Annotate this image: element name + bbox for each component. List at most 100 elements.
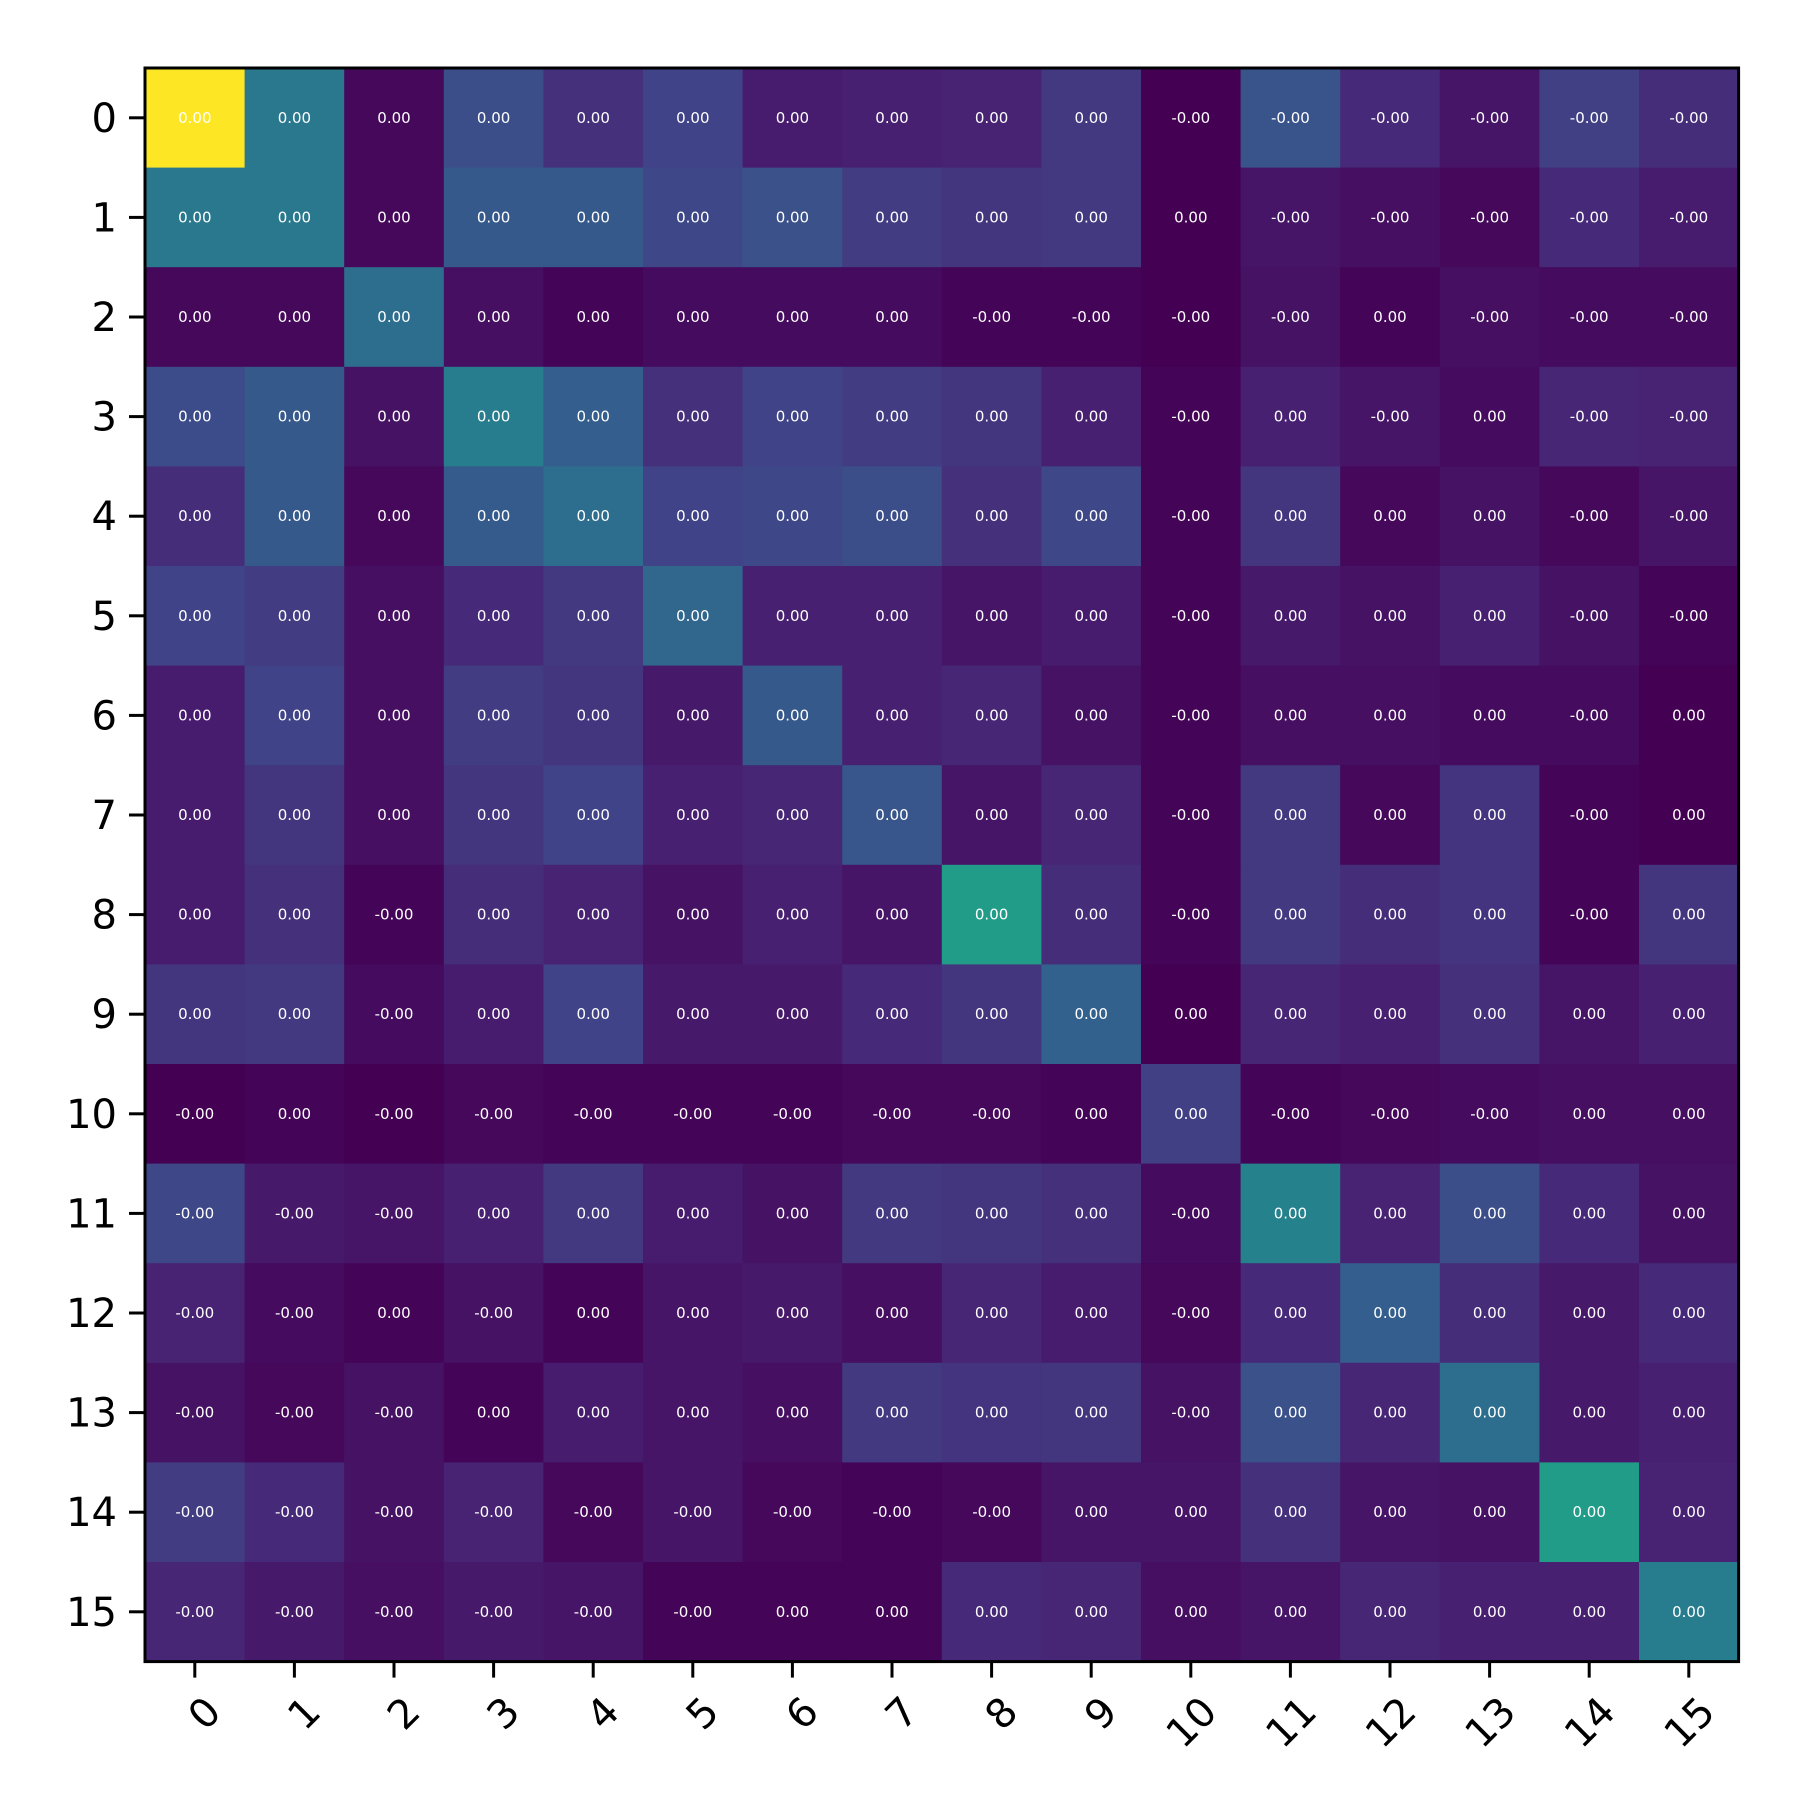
cell-value-label: 0.00	[1274, 806, 1307, 824]
heatmap-cell-7-2	[344, 765, 445, 866]
cell-value-label: 0.00	[1174, 208, 1207, 226]
heatmap-cells	[145, 68, 1740, 1663]
cell-value-label: 0.00	[576, 208, 609, 226]
cell-value-label: 0.00	[178, 806, 211, 824]
cell-value-label: 0.00	[278, 109, 311, 127]
cell-value-label: 0.00	[776, 308, 809, 326]
cell-value-label: 0.00	[875, 806, 908, 824]
heatmap-cell-9-6	[742, 964, 843, 1065]
cell-value-label: 0.00	[676, 109, 709, 127]
cell-value-label: 0.00	[676, 1304, 709, 1322]
cell-value-label: 0.00	[576, 109, 609, 127]
cell-value-label: -0.00	[1470, 109, 1509, 127]
cell-value-label: 0.00	[477, 507, 510, 525]
heatmap-cell-15-8	[941, 1562, 1042, 1663]
heatmap-cell-9-9	[1041, 964, 1142, 1065]
heatmap-cell-5-3	[443, 566, 544, 667]
heatmap-cell-7-3	[443, 765, 544, 866]
cell-value-label: 0.00	[1672, 1204, 1705, 1222]
heatmap-cell-0-0	[145, 68, 246, 169]
heatmap-cell-7-0	[145, 765, 246, 866]
heatmap-cell-7-11	[1240, 765, 1341, 866]
x-tick-label: 7	[877, 1689, 928, 1740]
cell-value-label: 0.00	[776, 1404, 809, 1422]
cell-value-label: 0.00	[776, 607, 809, 625]
heatmap-cell-15-10	[1141, 1562, 1242, 1663]
heatmap-cell-7-4	[543, 765, 644, 866]
heatmap-cell-13-6	[742, 1362, 843, 1463]
cell-value-label: 0.00	[178, 208, 211, 226]
heatmap-cell-1-1	[244, 167, 345, 268]
heatmap-cell-8-0	[145, 864, 246, 965]
heatmap-cell-1-8	[941, 167, 1042, 268]
heatmap-cell-6-15	[1639, 665, 1740, 766]
heatmap-cell-2-15	[1639, 267, 1740, 368]
cell-value-label: 0.00	[1572, 1503, 1605, 1521]
heatmap-cell-2-7	[842, 267, 943, 368]
heatmap-cell-1-6	[742, 167, 843, 268]
heatmap-cell-8-1	[244, 864, 345, 965]
heatmap-cell-1-15	[1639, 167, 1740, 268]
heatmap-cell-5-7	[842, 566, 943, 667]
heatmap-cell-9-8	[941, 964, 1042, 1065]
heatmap-cell-6-9	[1041, 665, 1142, 766]
cell-value-label: -0.00	[275, 1204, 314, 1222]
heatmap-cell-8-13	[1439, 864, 1540, 965]
cell-value-label: 0.00	[278, 706, 311, 724]
cell-value-label: -0.00	[1570, 607, 1609, 625]
cell-value-label: -0.00	[175, 1105, 214, 1123]
y-tick-label: 5	[92, 594, 117, 640]
cell-value-label: 0.00	[1473, 906, 1506, 924]
heatmap-cell-10-12	[1340, 1064, 1441, 1165]
heatmap-cell-8-8	[941, 864, 1042, 965]
cell-value-label: 0.00	[576, 308, 609, 326]
cell-value-label: 0.00	[1373, 308, 1406, 326]
heatmap-cell-13-2	[344, 1362, 445, 1463]
cell-value-label: 0.00	[776, 1603, 809, 1621]
heatmap-cell-9-13	[1439, 964, 1540, 1065]
cell-value-label: -0.00	[175, 1503, 214, 1521]
cell-value-label: 0.00	[676, 507, 709, 525]
cell-value-label: 0.00	[576, 806, 609, 824]
cell-value-label: 0.00	[1074, 906, 1107, 924]
heatmap-cell-3-14	[1539, 366, 1640, 467]
cell-value-label: 0.00	[477, 308, 510, 326]
cell-value-label: 0.00	[1572, 1204, 1605, 1222]
heatmap-cell-11-5	[643, 1163, 744, 1264]
cell-value-label: 0.00	[1373, 1503, 1406, 1521]
cell-value-label: 0.00	[975, 1603, 1008, 1621]
cell-value-label: 0.00	[676, 806, 709, 824]
cell-value-label: 0.00	[1373, 1603, 1406, 1621]
y-tick-label: 10	[66, 1092, 117, 1138]
cell-value-label: 0.00	[576, 1404, 609, 1422]
heatmap-cell-8-15	[1639, 864, 1740, 965]
cell-value-label: -0.00	[1171, 706, 1210, 724]
cell-value-label: 0.00	[1373, 906, 1406, 924]
cell-value-label: -0.00	[1669, 507, 1708, 525]
heatmap-cell-5-10	[1141, 566, 1242, 667]
cell-value-label: 0.00	[477, 1204, 510, 1222]
heatmap-cell-10-2	[344, 1064, 445, 1165]
cell-value-label: -0.00	[175, 1204, 214, 1222]
cell-value-label: 0.00	[377, 507, 410, 525]
cell-value-label: 0.00	[178, 109, 211, 127]
cell-value-label: 0.00	[377, 706, 410, 724]
cell-value-label: 0.00	[1074, 1503, 1107, 1521]
cell-value-label: -0.00	[972, 308, 1011, 326]
heatmap-cell-12-3	[443, 1263, 544, 1364]
heatmap-cell-9-0	[145, 964, 246, 1065]
cell-value-label: 0.00	[875, 906, 908, 924]
heatmap-cell-6-0	[145, 665, 246, 766]
cell-value-label: 0.00	[576, 706, 609, 724]
cell-value-label: 0.00	[278, 308, 311, 326]
cell-value-label: -0.00	[1271, 308, 1310, 326]
heatmap-cell-5-8	[941, 566, 1042, 667]
heatmap-cell-15-14	[1539, 1562, 1640, 1663]
heatmap-cell-9-14	[1539, 964, 1640, 1065]
heatmap-cell-10-9	[1041, 1064, 1142, 1165]
heatmap-cell-12-6	[742, 1263, 843, 1364]
heatmap-cell-10-13	[1439, 1064, 1540, 1165]
heatmap-cell-5-11	[1240, 566, 1341, 667]
cell-value-label: 0.00	[1074, 1204, 1107, 1222]
cell-value-label: 0.00	[576, 906, 609, 924]
